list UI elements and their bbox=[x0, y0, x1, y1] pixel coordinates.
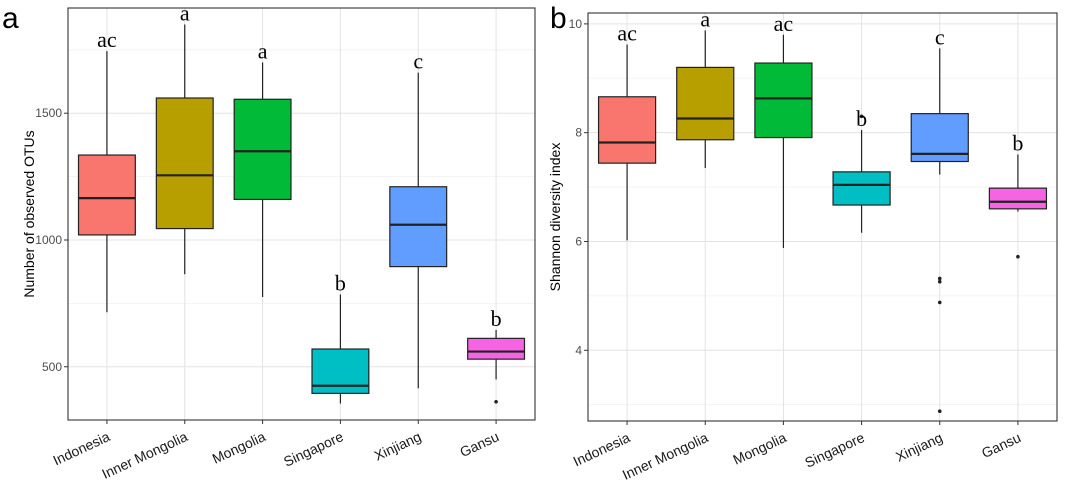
box-inner-mongolia bbox=[676, 66, 735, 141]
significance-letter: ac bbox=[617, 21, 637, 46]
y-tick-label: 4 bbox=[575, 343, 582, 357]
significance-letter: c bbox=[935, 24, 945, 49]
box-gansu bbox=[988, 187, 1048, 210]
panel-border bbox=[67, 7, 536, 421]
y-tick-label: 1500 bbox=[35, 106, 62, 120]
panel-border bbox=[587, 12, 1058, 422]
box-singapore bbox=[832, 171, 891, 206]
box-xinjiang bbox=[389, 186, 448, 268]
y-axis-title: Shannon diversity index bbox=[547, 143, 563, 292]
box-gansu bbox=[467, 337, 526, 360]
x-tick-label: Gansu bbox=[979, 429, 1023, 461]
box-indonesia bbox=[77, 154, 136, 236]
significance-letter: b bbox=[335, 270, 346, 295]
y-axis-title: Number of observed OTUs bbox=[21, 130, 37, 297]
y-tick-label: 6 bbox=[575, 234, 582, 248]
y-tick-label: 8 bbox=[575, 126, 582, 140]
y-tick-label: 500 bbox=[42, 360, 62, 374]
y-tick-label: 1000 bbox=[35, 233, 62, 247]
y-tick-label: 10 bbox=[569, 17, 583, 31]
x-tick-label: Mongolia bbox=[210, 428, 268, 467]
x-tick-label: Gansu bbox=[457, 428, 501, 460]
outlier-point bbox=[937, 409, 942, 414]
x-tick-label: Indonesia bbox=[571, 429, 633, 469]
x-tick-label: Mongolia bbox=[730, 429, 788, 468]
significance-letter: a bbox=[258, 39, 268, 64]
box-indonesia bbox=[597, 96, 657, 164]
outlier-point bbox=[937, 300, 942, 305]
x-tick-label: Xinjiang bbox=[372, 428, 424, 464]
box-mongolia bbox=[754, 62, 813, 139]
box-mongolia bbox=[233, 98, 292, 201]
outlier-point bbox=[1016, 254, 1020, 259]
box-inner-mongolia bbox=[155, 97, 214, 230]
significance-letter: b bbox=[1012, 130, 1023, 155]
x-tick-label: Indonesia bbox=[50, 428, 112, 468]
significance-letter: c bbox=[413, 49, 423, 74]
significance-letter: b bbox=[491, 306, 502, 331]
x-tick-label: Singapore bbox=[802, 429, 867, 471]
significance-letter: a bbox=[700, 6, 710, 31]
x-tick-label: Xinjiang bbox=[893, 429, 945, 465]
significance-letter: ac bbox=[97, 27, 117, 52]
significance-letter: b bbox=[856, 106, 867, 131]
panel-tag: b bbox=[550, 2, 567, 35]
outlier-point bbox=[494, 399, 498, 404]
x-tick-label: Inner Mongolia bbox=[99, 428, 190, 482]
outlier-point bbox=[937, 276, 942, 281]
outlier-point bbox=[937, 279, 942, 284]
significance-letter: a bbox=[180, 0, 190, 25]
panel-tag: a bbox=[2, 2, 19, 35]
significance-letter: ac bbox=[774, 11, 794, 36]
x-tick-label: Singapore bbox=[281, 428, 346, 470]
outlier-point bbox=[859, 114, 864, 119]
x-tick-label: Inner Mongolia bbox=[620, 429, 711, 483]
